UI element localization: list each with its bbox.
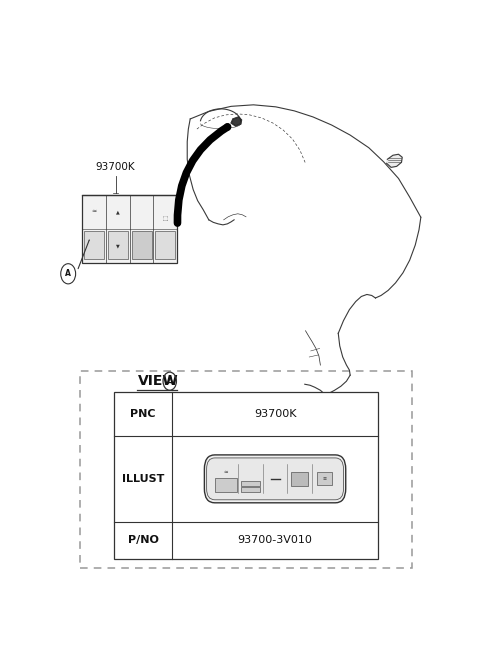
Text: P/NO: P/NO: [128, 535, 158, 546]
Bar: [84, 231, 104, 259]
Bar: [156, 231, 175, 259]
Bar: [83, 195, 177, 263]
Text: ▼: ▼: [116, 243, 120, 248]
Bar: [132, 231, 152, 259]
Text: VIEW: VIEW: [138, 374, 179, 388]
FancyBboxPatch shape: [204, 455, 346, 503]
FancyBboxPatch shape: [206, 458, 344, 500]
Text: 93700-3V010: 93700-3V010: [238, 535, 312, 546]
Text: ⬚: ⬚: [163, 216, 168, 221]
Polygon shape: [386, 155, 402, 168]
Bar: [317, 472, 332, 485]
Text: A: A: [167, 377, 173, 386]
Bar: [108, 231, 128, 259]
Text: 93700K: 93700K: [254, 409, 296, 419]
FancyArrowPatch shape: [178, 127, 228, 223]
Text: A: A: [65, 269, 71, 278]
Text: ▲: ▲: [116, 209, 120, 214]
Text: PNC: PNC: [130, 409, 156, 419]
Bar: [114, 392, 378, 559]
Bar: [291, 472, 309, 486]
Text: ≡: ≡: [322, 476, 326, 481]
Bar: [215, 478, 237, 492]
Text: 93700K: 93700K: [96, 162, 135, 172]
FancyArrowPatch shape: [78, 240, 89, 269]
Text: ≈: ≈: [224, 470, 228, 475]
Bar: [241, 487, 260, 492]
Text: ≈: ≈: [92, 209, 97, 214]
Text: ILLUST: ILLUST: [122, 474, 164, 484]
Bar: [241, 481, 260, 487]
Polygon shape: [231, 117, 241, 126]
